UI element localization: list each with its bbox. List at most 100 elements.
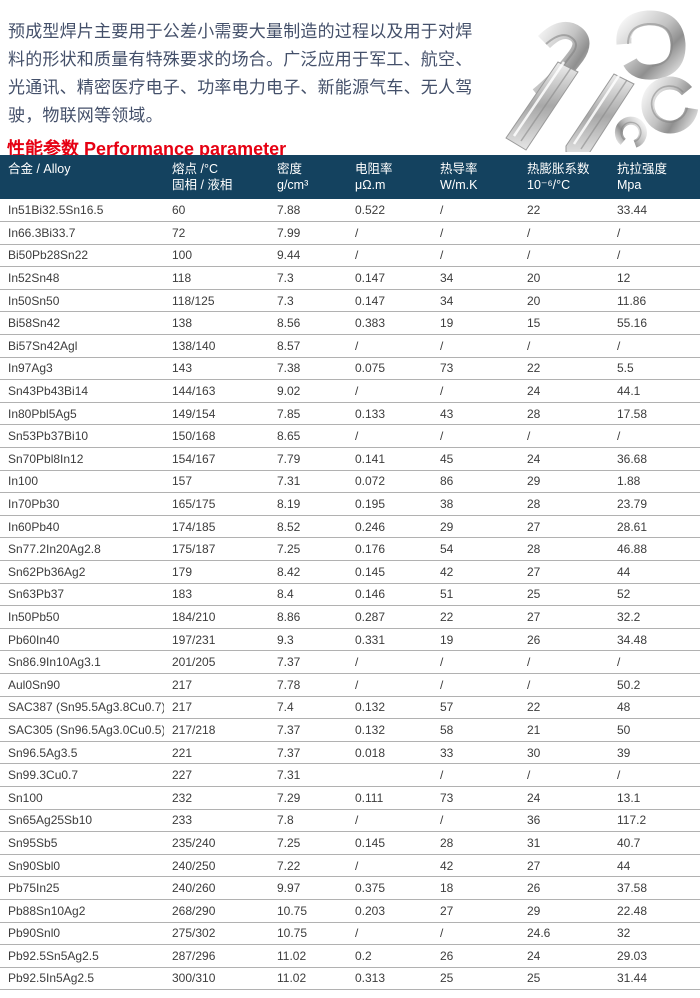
table-cell: / xyxy=(432,334,519,358)
table-cell: 73 xyxy=(432,786,519,810)
table-cell: 22 xyxy=(519,199,609,223)
table-cell: 9.97 xyxy=(269,876,347,900)
col-header-tensile-strength: 抗拉强度 Mpa xyxy=(609,155,700,199)
table-row: In50Pb50 184/210 8.86 0.287 22 27 32.2 xyxy=(0,605,700,629)
table-cell: 55.16 xyxy=(609,311,700,336)
table-cell: 44 xyxy=(609,560,700,584)
table-cell: In100 xyxy=(0,470,164,494)
large-ring-shape xyxy=(641,76,699,134)
table-cell: SAC387 (Sn95.5Ag3.8Cu0.7) xyxy=(0,696,164,720)
table-cell: 60 xyxy=(164,199,269,223)
table-cell: 28 xyxy=(519,492,609,516)
table-cell: 24 xyxy=(519,379,609,403)
table-cell: 11.02 xyxy=(269,967,347,991)
table-cell: 235/240 xyxy=(164,831,269,855)
table-row: In80Pbl5Ag5 149/154 7.85 0.133 43 28 17.58 xyxy=(0,402,700,426)
table-cell: 27 xyxy=(432,899,519,923)
table-cell: 32 xyxy=(609,922,700,946)
table-cell: 7.79 xyxy=(269,447,347,471)
table-row: In50Sn50 118/125 7.3 0.147 34 20 11.86 xyxy=(0,289,700,313)
table-cell: / xyxy=(609,763,700,787)
table-cell: / xyxy=(519,763,609,787)
table-cell: 8.56 xyxy=(269,311,347,336)
table-cell: 7.29 xyxy=(269,786,347,810)
table-cell: 23.79 xyxy=(609,492,700,516)
table-cell: / xyxy=(609,244,700,268)
table-row: In97Ag3 143 7.38 0.075 73 22 5.5 xyxy=(0,357,700,381)
table-cell: 7.3 xyxy=(269,289,347,313)
table-cell: 45 xyxy=(432,447,519,471)
table-cell: 0.522 xyxy=(347,199,432,223)
table-cell: 22 xyxy=(519,357,609,381)
col-header-resistivity: 电阻率 μΩ.m xyxy=(347,155,432,199)
table-cell: 19 xyxy=(432,628,519,652)
table-cell: 42 xyxy=(432,854,519,878)
table-cell: In50Pb50 xyxy=(0,605,164,629)
table-row: Pb88Sn10Ag2 268/290 10.75 0.203 27 29 22.48 xyxy=(0,899,700,923)
table-cell: 34 xyxy=(432,266,519,290)
table-cell: 165/175 xyxy=(164,492,269,516)
table-cell: 233 xyxy=(164,809,269,833)
table-cell: 7.99 xyxy=(269,221,347,245)
table-row: Aul0Sn90 217 7.78///50.2 xyxy=(0,673,700,697)
table-cell: 118 xyxy=(164,266,269,290)
table-row: Sn95Sb5 235/240 7.25 0.145 28 31 40.7 xyxy=(0,831,700,855)
table-cell: 0.145 xyxy=(347,831,432,855)
table-cell: In80Pbl5Ag5 xyxy=(0,402,164,426)
table-cell: 0.383 xyxy=(347,311,432,336)
table-row: Sn43Pb43Bi14 144/163 9.02//24 44.1 xyxy=(0,379,700,403)
table-row: In52Sn48 118 7.3 0.147 34 20 12 xyxy=(0,266,700,290)
table-cell: In97Ag3 xyxy=(0,357,164,381)
table-cell: 149/154 xyxy=(164,402,269,426)
col-header-line2: μΩ.m xyxy=(355,178,386,192)
table-cell: 118/125 xyxy=(164,289,269,313)
table-cell: 0.313 xyxy=(347,967,432,991)
table-row: Pb75In25 240/260 9.97 0.375 18 26 37.58 xyxy=(0,876,700,900)
table-cell: / xyxy=(347,673,432,697)
table-cell: 7.37 xyxy=(269,650,347,674)
table-cell: 0.147 xyxy=(347,289,432,313)
small-ring-shape xyxy=(614,116,647,148)
table-cell: 10.75 xyxy=(269,922,347,946)
table-cell: 20 xyxy=(519,266,609,290)
table-row: Sn99.3Cu0.7 227 7.31// / xyxy=(0,763,700,787)
table-cell: 26 xyxy=(432,944,519,968)
table-row: In51Bi32.5Sn16.5 60 7.88 0.522/22 33.44 xyxy=(0,199,700,223)
table-cell: / xyxy=(347,221,432,245)
table-cell: / xyxy=(519,334,609,358)
table-cell: 268/290 xyxy=(164,899,269,923)
table-cell: 40.7 xyxy=(609,831,700,855)
table-cell: In70Pb30 xyxy=(0,492,164,516)
table-cell: Sn63Pb37 xyxy=(0,583,164,607)
table-row: Pb92.5Sn5Ag2.5 287/296 11.02 0.2 26 24 29.03 xyxy=(0,944,700,968)
col-header-line1: 密度 xyxy=(277,162,303,176)
col-header-alloy: 合金 / Alloy xyxy=(0,155,164,199)
solder-bar-shape xyxy=(505,61,579,151)
table-cell: 240/250 xyxy=(164,854,269,878)
table-cell: 8.4 xyxy=(269,583,347,607)
table-cell: / xyxy=(432,424,519,449)
table-cell: 28 xyxy=(432,831,519,855)
table-cell: 0.203 xyxy=(347,899,432,923)
table-cell: Sn43Pb43Bi14 xyxy=(0,379,164,403)
table-cell: 0.195 xyxy=(347,492,432,516)
table-cell: / xyxy=(347,809,432,833)
table-cell: 100 xyxy=(164,244,269,268)
table-cell: 9.3 xyxy=(269,628,347,652)
table-cell: 7.78 xyxy=(269,673,347,697)
table-row: Sn86.9In10Ag3.1 201/205 7.37// / / xyxy=(0,650,700,674)
table-cell: 0.132 xyxy=(347,696,432,720)
table-cell: / xyxy=(432,673,519,697)
table-cell: 0.072 xyxy=(347,470,432,494)
table-cell: 0.132 xyxy=(347,718,432,742)
table-cell: 11.02 xyxy=(269,944,347,968)
table-cell: 26 xyxy=(519,876,609,900)
table-cell: 50 xyxy=(609,718,700,742)
table-row: In70Pb30 165/175 8.19 0.195 38 28 23.79 xyxy=(0,492,700,516)
table-cell: 29 xyxy=(519,899,609,923)
table-cell: 54 xyxy=(432,537,519,561)
table-cell: 144/163 xyxy=(164,379,269,403)
table-row: Sn96.5Ag3.5 221 7.37 0.018 33 30 39 xyxy=(0,741,700,765)
table-cell: 217 xyxy=(164,673,269,697)
table-cell: 0.141 xyxy=(347,447,432,471)
